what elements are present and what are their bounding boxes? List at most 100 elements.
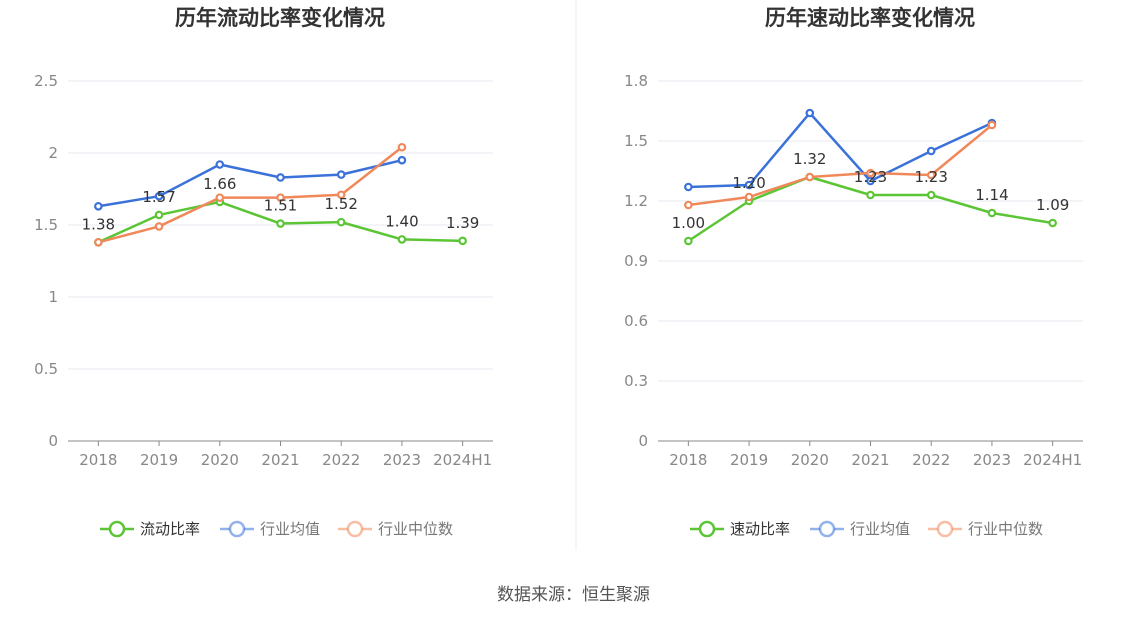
data-point[interactable] [684,236,693,246]
x-tick-label: 2023 [973,451,1011,469]
data-point[interactable] [805,108,815,118]
x-tick-label: 2022 [322,451,360,469]
x-tick-label: 2021 [851,451,889,469]
series-line-2 [688,111,993,189]
x-tick-label: 2020 [201,451,239,469]
x-tick-label: 2024H1 [433,451,492,469]
data-point[interactable] [926,170,936,180]
data-point[interactable] [987,208,997,218]
data-point[interactable] [336,217,346,227]
data-point[interactable] [397,142,407,152]
data-point[interactable] [684,200,693,210]
data-point[interactable] [744,180,754,190]
data-label: 1.52 [325,195,358,213]
chart-title: 历年流动比率变化情况 [175,6,385,30]
legend-label: 行业中位数 [378,520,453,538]
legend-marker-icon [346,520,364,538]
data-label: 1.40 [385,212,418,230]
legend-label: 流动比率 [140,520,200,538]
data-point[interactable] [336,190,346,200]
data-label: 1.23 [915,168,948,186]
y-tick-label: 0.9 [624,252,648,270]
data-label: 1.51 [264,197,297,215]
x-tick-label: 2024H1 [1023,451,1082,469]
x-tick-label: 2021 [261,451,299,469]
data-label: 1.09 [1036,196,1069,214]
data-point[interactable] [744,192,754,202]
data-label: 1.00 [672,214,705,232]
y-tick-label: 1.5 [34,216,58,234]
data-point[interactable] [94,237,103,247]
series-line-3 [688,124,993,207]
data-point[interactable] [926,190,936,200]
x-tick-label: 2019 [140,451,178,469]
data-point[interactable] [154,210,164,220]
y-tick-label: 0.3 [624,372,648,390]
data-point[interactable] [866,176,875,186]
legend-marker-icon [818,520,836,538]
x-tick-label: 2018 [79,451,117,469]
series-line-2 [98,158,403,208]
chart-title: 历年速动比率变化情况 [765,6,975,30]
data-label: 1.14 [975,186,1008,204]
legend-marker-icon [228,520,246,538]
data-point[interactable] [215,160,225,169]
legend-item-2[interactable]: 行业均值 [220,520,320,538]
y-tick-label: 0 [638,432,648,450]
legend-marker-icon [108,520,126,538]
data-label: 1.38 [82,215,115,233]
data-point[interactable] [684,182,693,192]
data-source-note: 数据来源：恒生聚源 [497,585,650,605]
y-tick-label: 2 [48,144,58,162]
x-tick-label: 2023 [383,451,421,469]
legend-item-1[interactable]: 流动比率 [100,520,200,538]
data-point[interactable] [397,235,407,244]
data-point[interactable] [1048,218,1057,228]
y-tick-label: 2.5 [34,72,58,90]
legend-label: 行业均值 [260,520,320,538]
legend-item-3[interactable]: 行业中位数 [338,520,453,538]
y-tick-label: 1.5 [624,132,648,150]
data-point[interactable] [397,155,407,165]
legend-label: 速动比率 [730,520,790,538]
series-line-3 [98,146,403,244]
data-point[interactable] [154,191,164,201]
data-point[interactable] [215,193,225,202]
data-point[interactable] [866,168,875,178]
data-point[interactable] [458,236,467,246]
data-point[interactable] [276,219,285,228]
data-point[interactable] [866,190,875,200]
data-point[interactable] [94,201,103,211]
legend-marker-icon [698,520,716,538]
data-label: 1.57 [142,188,175,206]
legend-item-1[interactable]: 速动比率 [690,520,790,538]
data-point[interactable] [154,222,164,231]
y-tick-label: 1.2 [624,192,648,210]
x-tick-label: 2018 [669,451,707,469]
y-tick-label: 1 [48,288,58,306]
legend-item-2[interactable]: 行业均值 [810,520,910,538]
data-label: 1.66 [203,175,236,193]
data-point[interactable] [276,193,285,202]
legend-label: 行业中位数 [968,520,1043,538]
data-point[interactable] [805,172,815,182]
y-tick-label: 1.8 [624,72,648,90]
data-point[interactable] [987,120,997,130]
x-tick-label: 2019 [730,451,768,469]
legend-marker-icon [936,520,954,538]
data-label: 1.39 [446,214,479,232]
legend-item-3[interactable]: 行业中位数 [928,520,1043,538]
y-tick-label: 0.6 [624,312,648,330]
y-tick-label: 0 [48,432,58,450]
x-tick-label: 2020 [791,451,829,469]
chart-2: 历年速动比率变化情况 0 0.3 0.6 0.9 1.2 1.5 1.8 2018 2019 202… [624,6,1083,538]
data-label: 1.20 [732,174,765,192]
x-tick-label: 2022 [912,451,950,469]
y-tick-label: 0.5 [34,360,58,378]
data-point[interactable] [336,170,346,179]
legend-label: 行业均值 [850,520,910,538]
data-point[interactable] [276,173,285,182]
data-point[interactable] [926,146,936,156]
